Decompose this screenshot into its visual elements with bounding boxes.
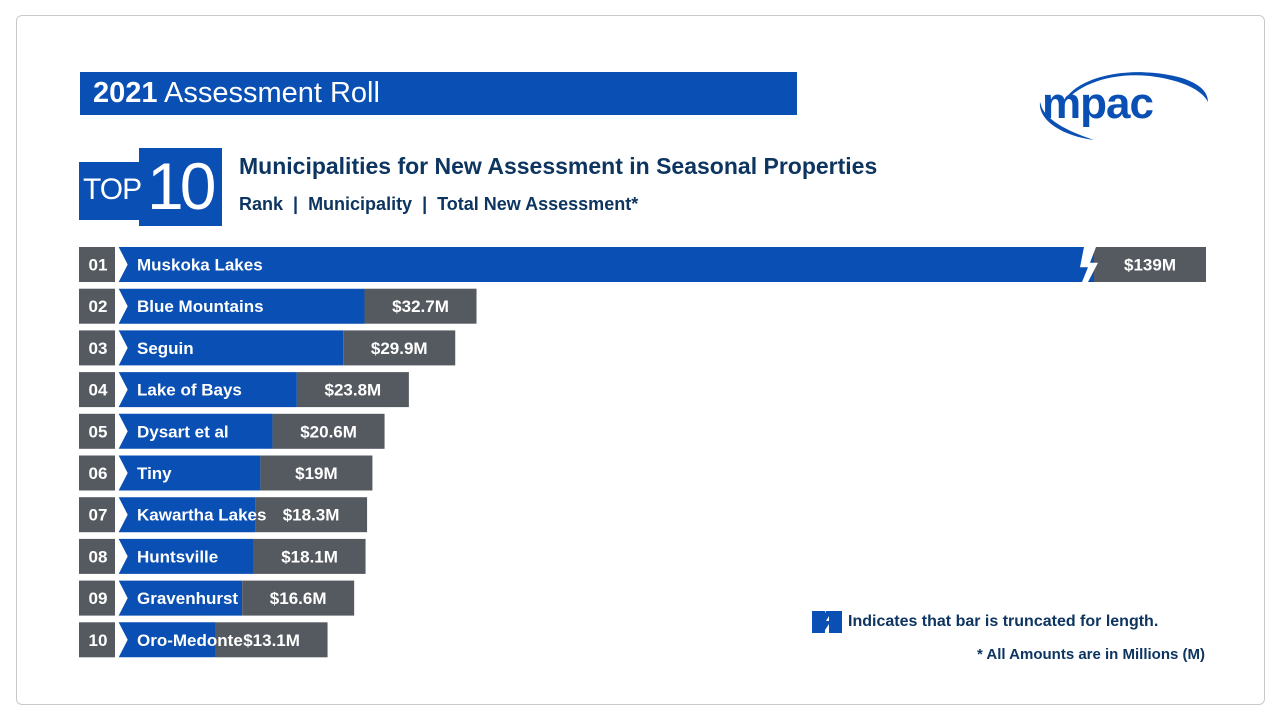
units-footnote: * All Amounts are in Millions (M) [976, 646, 1205, 663]
truncation-legend: Indicates that bar is truncated for leng… [812, 611, 1158, 633]
bar-value-label: $18.3M [283, 506, 340, 525]
bar-value-label: $29.9M [371, 339, 428, 358]
subtitle-rank: Rank [239, 194, 284, 214]
bar-chevron [115, 329, 128, 367]
chart-subtitle: Rank | Municipality | Total New Assessment* [239, 194, 639, 214]
rank-box [79, 288, 115, 324]
bar-value-label: $139M [1124, 256, 1176, 275]
rank-label: 06 [89, 464, 108, 483]
bar-chevron [115, 288, 128, 325]
bar-value-label: $16.6M [270, 589, 327, 608]
bar-category-label: Huntsville [137, 547, 218, 566]
value-box [253, 538, 366, 574]
bar-value-label: $32.7M [392, 297, 449, 316]
subtitle-total: Total New Assessment* [437, 194, 639, 214]
title-year: 2021 [93, 77, 158, 109]
bar-category-label: Muskoka Lakes [137, 256, 263, 275]
logo-swoosh-top [1062, 72, 1208, 106]
ten-box [139, 148, 222, 226]
rank-label: 08 [89, 547, 108, 566]
logo-text: mpac [1042, 79, 1153, 128]
rank-label: 01 [89, 256, 108, 275]
bar [118, 330, 344, 366]
bar-chevron [115, 371, 128, 408]
bar-category-label: Dysart et al [137, 422, 229, 441]
bar-category-label: Oro-Medonte [137, 631, 243, 650]
bar-chevron [115, 246, 128, 283]
rank-box [79, 580, 115, 616]
bar-category-label: Blue Mountains [137, 297, 264, 316]
bar-value-label: $19M [295, 464, 338, 483]
bar-value-label: $20.6M [300, 422, 357, 441]
bar-chevron [115, 621, 128, 658]
rank-box [79, 413, 115, 449]
bar-category-label: Gravenhurst [137, 589, 238, 608]
bar [118, 372, 297, 408]
truncation-bolt-icon [812, 611, 842, 633]
bar [118, 497, 256, 533]
value-box [343, 330, 456, 366]
logo-swoosh-bottom [1039, 102, 1094, 140]
bar [118, 538, 254, 574]
bar [118, 455, 261, 491]
legend-text: Indicates that bar is truncated for leng… [848, 613, 1159, 630]
rank-label: 09 [89, 589, 108, 608]
ten-text: 10 [147, 149, 216, 223]
rank-label: 05 [89, 422, 108, 441]
value-box [272, 413, 385, 449]
top10-badge: TOP 10 [79, 148, 224, 226]
bar-category-label: Tiny [137, 464, 172, 483]
rank-box [79, 497, 115, 533]
bar [118, 288, 365, 324]
bar [118, 580, 243, 616]
bar-category-label: Seguin [137, 339, 194, 358]
bar-category-label: Kawartha Lakes [137, 506, 266, 525]
rank-label: 04 [89, 381, 108, 400]
title-text: Assessment Roll [157, 77, 380, 109]
value-box [242, 580, 355, 616]
bar [118, 413, 273, 449]
value-box [1094, 247, 1206, 282]
value-box [364, 288, 477, 324]
rank-box [79, 330, 115, 366]
mpac-logo: mpac [1039, 72, 1208, 140]
truncation-bolt [1080, 247, 1098, 282]
bar-value-label: $18.1M [281, 547, 338, 566]
bar-category-label: Lake of Bays [137, 381, 242, 400]
rank-box [79, 455, 115, 491]
rank-box [79, 372, 115, 408]
bar [118, 247, 1094, 282]
rank-label: 07 [89, 506, 108, 525]
subtitle-municipality: Municipality [308, 194, 413, 214]
value-box [296, 372, 409, 408]
value-box [255, 497, 368, 533]
title-bar: 2021 Assessment Roll [80, 72, 797, 115]
value-box [215, 622, 328, 658]
rank-box [79, 538, 115, 574]
chart-title: Municipalities for New Assessment in Sea… [239, 153, 878, 179]
bar-value-label: $13.1M [243, 631, 300, 650]
bar-chevron [115, 413, 128, 450]
bar-chevron [115, 454, 128, 492]
bar-chevron [115, 538, 128, 575]
bar-chevron [115, 579, 128, 617]
rank-box [79, 247, 115, 282]
rank-box [79, 622, 115, 658]
top-text: TOP [83, 173, 142, 206]
value-box [260, 455, 373, 491]
rank-label: 03 [89, 339, 108, 358]
rank-label: 10 [89, 631, 108, 650]
bar-chevron [115, 496, 128, 533]
rank-label: 02 [89, 297, 108, 316]
bar [118, 622, 216, 658]
bar-value-label: $23.8M [325, 381, 382, 400]
